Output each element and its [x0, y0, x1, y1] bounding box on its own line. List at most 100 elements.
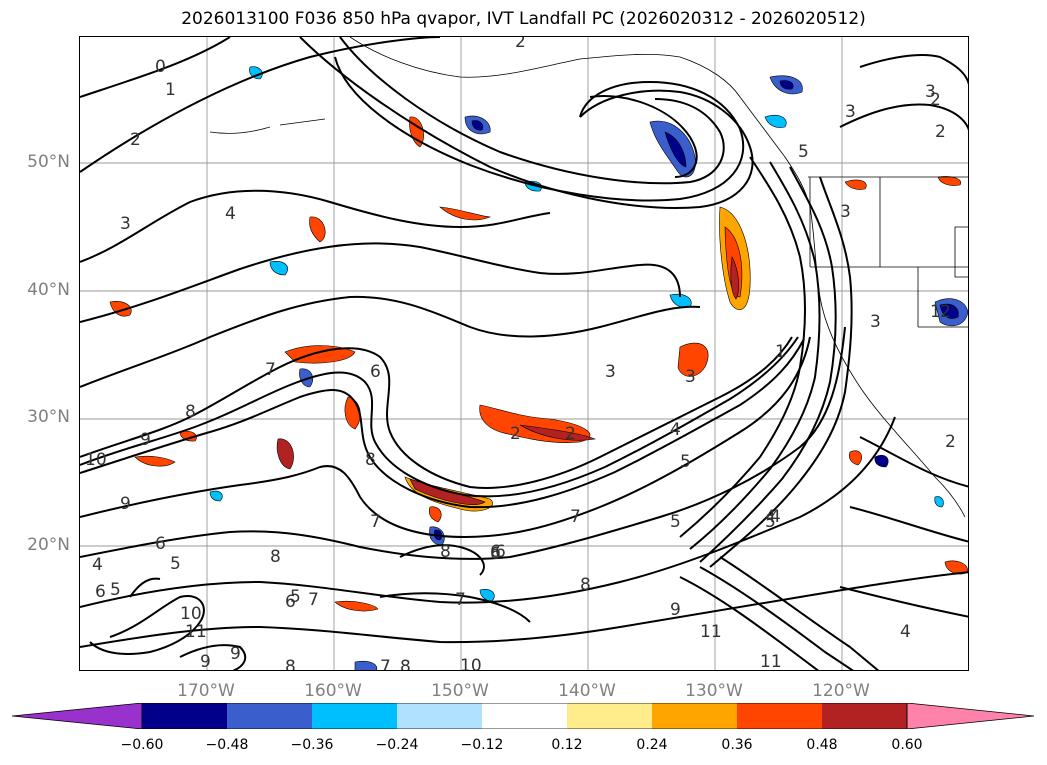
- contour-label: 11: [760, 652, 782, 671]
- contour-label: 1: [930, 302, 941, 322]
- colorbar-tick: 0.12: [551, 737, 583, 753]
- colorbar-swatch: [567, 703, 652, 729]
- lat-label-20n: 20°N: [27, 535, 70, 555]
- contour-label: 10: [85, 450, 107, 470]
- lon-label-130w: 130°W: [685, 681, 743, 701]
- contour-label: 11: [185, 622, 207, 642]
- colorbar-tick: −0.12: [460, 737, 504, 753]
- lon-label-140w: 140°W: [558, 681, 616, 701]
- colorbar-swatch: [142, 703, 227, 729]
- contour-label: 7: [370, 512, 381, 532]
- contour-label: 8: [580, 575, 591, 595]
- contour-label: 2: [510, 424, 521, 444]
- colorbar-tick: −0.24: [375, 737, 419, 753]
- colorbar-tick: 0.60: [891, 737, 923, 753]
- colorbar-tick: 0.24: [636, 737, 668, 753]
- contour-label: 8: [185, 402, 196, 422]
- contour-label: 5: [765, 512, 776, 532]
- contour-label: 4: [92, 555, 103, 575]
- contour-label: 2: [945, 432, 956, 452]
- contour-label: 6: [490, 542, 501, 562]
- map-title: 2026013100 F036 850 hPa qvapor, IVT Land…: [181, 9, 866, 29]
- contour-label: 5: [110, 580, 121, 600]
- colorbar-swatch: [397, 703, 482, 729]
- contour-label: 10: [460, 656, 482, 671]
- contour-label: 3: [685, 367, 696, 387]
- lon-label-170w: 170°W: [177, 681, 235, 701]
- contour-label: 7: [308, 590, 319, 610]
- contour-label: 5: [670, 512, 681, 532]
- contour-label: 1: [165, 80, 176, 100]
- colorbar-tick: −0.60: [120, 737, 164, 753]
- contour-label: 4: [670, 420, 681, 440]
- contour-label: 4: [900, 622, 911, 642]
- lat-label-40n: 40°N: [27, 280, 70, 300]
- lat-label-50n: 50°N: [27, 152, 70, 172]
- contour-label: 10: [180, 604, 202, 624]
- contour-label: 3: [845, 102, 856, 122]
- contour-label: 3: [605, 362, 616, 382]
- contour-label: 6: [155, 534, 166, 554]
- contour-label: 1: [775, 342, 786, 362]
- contour-label: 6: [490, 544, 501, 564]
- colorbar: [12, 703, 1034, 729]
- lon-label-120w: 120°W: [812, 681, 870, 701]
- contour-label: 2: [935, 122, 946, 142]
- contour-label: 8: [365, 450, 376, 470]
- contours: [80, 37, 968, 670]
- contour-label: 11: [700, 622, 722, 642]
- contour-label: 0: [155, 57, 166, 77]
- contour-label: 4: [770, 507, 781, 527]
- contour-label: 5: [680, 452, 691, 472]
- contour-label: 2: [130, 130, 141, 150]
- anomaly-fill-negative: [209, 66, 968, 670]
- contour-label: 8: [440, 542, 451, 562]
- contour-label: 2: [565, 424, 576, 444]
- contour-label: 6: [285, 592, 296, 612]
- contour-label: 4: [765, 507, 776, 527]
- contour-label: 3: [925, 82, 936, 102]
- contour-label: 2: [515, 37, 526, 52]
- contour-label: 7: [265, 360, 276, 380]
- colorbar-swatch: [312, 703, 397, 729]
- lat-label-30n: 30°N: [27, 407, 70, 427]
- contour-label: 9: [140, 430, 151, 450]
- contour-label: 4: [225, 204, 236, 224]
- contour-label: 8: [285, 657, 296, 671]
- colorbar-tick: −0.48: [205, 737, 249, 753]
- contour-label: 6: [95, 582, 106, 602]
- contour-label: 9: [120, 494, 131, 514]
- contour-label: 2: [940, 302, 951, 322]
- colorbar-swatch: [227, 703, 312, 729]
- contour-label: 3: [870, 312, 881, 332]
- contour-label: 7: [380, 657, 391, 671]
- contour-label: 3: [120, 214, 131, 234]
- coastlines: [209, 37, 968, 518]
- contour-label: 9: [200, 652, 211, 671]
- colorbar-swatch: [652, 703, 737, 729]
- contour-label: 2: [930, 90, 941, 110]
- contour-label: 8: [270, 547, 281, 567]
- colorbar-extend-high: [906, 703, 1034, 729]
- contour-label: 5: [798, 142, 809, 162]
- map-panel[interactable]: 2 1 0 2 3 4 2 3 3 7 6 8 9 9 10 8 7 6 5 4…: [79, 36, 969, 671]
- lon-label-150w: 150°W: [431, 681, 489, 701]
- contour-label: 9: [230, 644, 241, 664]
- contour-label: 3: [840, 202, 851, 222]
- contour-label: 5: [170, 554, 181, 574]
- contour-label: 8: [400, 657, 411, 671]
- lon-label-160w: 160°W: [304, 681, 362, 701]
- contour-label: 9: [670, 600, 681, 620]
- colorbar-tick: −0.36: [290, 737, 334, 753]
- colorbar-swatch: [482, 703, 567, 729]
- contour-label: 6: [495, 542, 506, 562]
- contour-label: 7: [455, 590, 466, 610]
- map-svg: 2 1 0 2 3 4 2 3 3 7 6 8 9 9 10 8 7 6 5 4…: [80, 37, 968, 671]
- colorbar-extend-low: [12, 703, 143, 729]
- colorbar-swatch: [822, 703, 907, 729]
- colorbar-swatch: [737, 703, 822, 729]
- contour-label: 5: [290, 587, 301, 607]
- contour-label: 6: [370, 362, 381, 382]
- colorbar-tick: 0.36: [721, 737, 753, 753]
- colorbar-tick: 0.48: [806, 737, 838, 753]
